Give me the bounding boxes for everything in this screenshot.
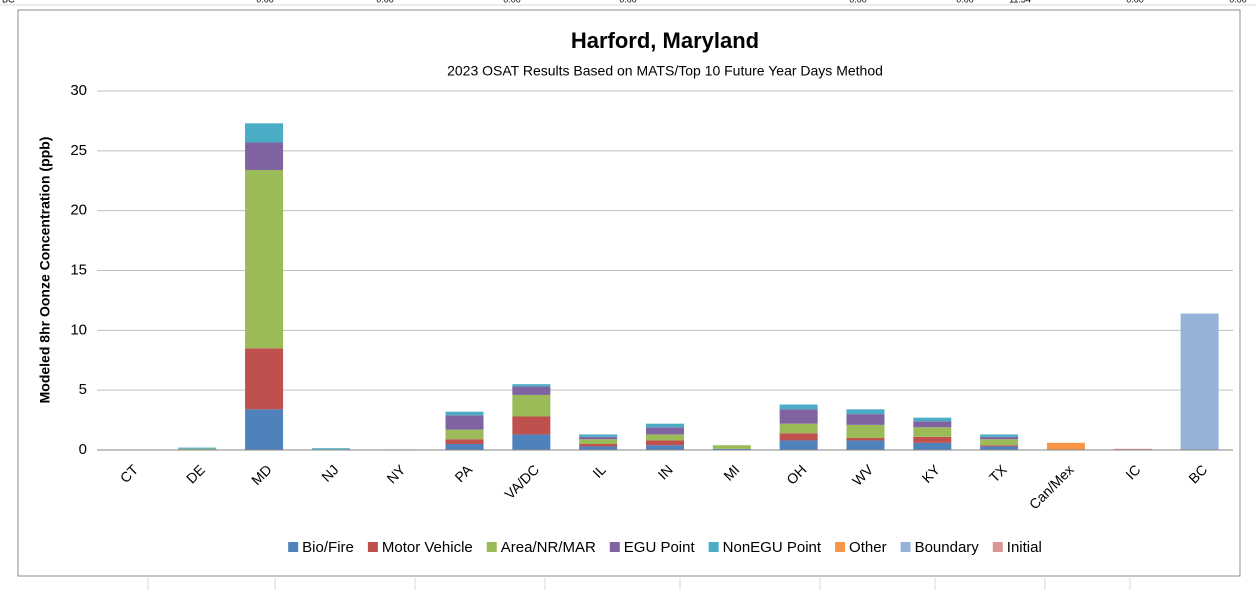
sheet-row: BC 0.00 0.00 0.00 0.00 0.00 0.00 11.34 0.00 0.00 (2, 0, 1247, 4)
bar-segment (445, 415, 484, 430)
sheet-cell: 0.00 (1126, 0, 1144, 4)
sheet-cell: 0.00 (376, 0, 394, 4)
chart-title: Harford, Maryland (571, 28, 759, 53)
legend-label: Boundary (915, 539, 980, 556)
bar-segment (980, 436, 1019, 440)
bar-segment (1046, 442, 1085, 450)
legend-swatch (486, 542, 497, 552)
bar-segment (646, 440, 684, 446)
bar-segment (512, 386, 551, 395)
bar-segment (245, 409, 284, 450)
y-tick-label: 0 (79, 441, 87, 458)
bar-segment (846, 424, 885, 439)
sheet-cell: 0.00 (503, 0, 521, 4)
bar-segment (311, 448, 350, 450)
legend-label: EGU Point (624, 539, 696, 556)
bar-segment (1113, 448, 1152, 450)
bar-segment (646, 434, 684, 441)
bar-segment (178, 448, 217, 450)
bar-segment (245, 348, 284, 410)
bar-segment (579, 439, 618, 445)
y-tick-label: 10 (70, 321, 87, 338)
y-tick-label: 20 (70, 202, 87, 219)
bar-segment (245, 169, 284, 349)
sheet-cell: 0.00 (1229, 0, 1247, 4)
bar-segment (445, 429, 484, 440)
bar-segment (846, 409, 885, 415)
bar-segment (579, 434, 618, 437)
sheet-cell: 0.00 (256, 0, 274, 4)
bar-segment (846, 440, 885, 450)
legend-swatch (609, 542, 620, 552)
bar-segment (1180, 313, 1219, 450)
bar-segment (579, 444, 618, 447)
legend-label: Initial (1007, 539, 1042, 556)
bar-segment (779, 409, 818, 424)
sheet-cell: 11.34 (1009, 0, 1031, 4)
bar-segment (980, 446, 1019, 450)
legend-swatch (367, 542, 378, 552)
sheet-cell: 0.00 (619, 0, 637, 4)
y-tick-label: 30 (70, 82, 87, 99)
legend-swatch (835, 542, 846, 552)
y-axis-label: Modeled 8hr Oonze Concentration (ppb) (37, 137, 53, 404)
bar-segment (980, 445, 1019, 447)
bar-segment (846, 414, 885, 425)
legend-label: NonEGU Point (723, 539, 822, 556)
bar-segment (712, 448, 751, 450)
legend: Bio/Fire Motor Vehicle Area/NR/MAR EGU Poin… (288, 539, 1042, 556)
sheet-cell: BC (2, 0, 15, 4)
bar-segment (980, 434, 1019, 437)
bar-segment (646, 423, 684, 428)
bar-segment (512, 394, 551, 417)
bar-segment (245, 142, 284, 170)
bar-segment (913, 442, 952, 450)
y-tick-label: 5 (79, 381, 87, 398)
bar-segment (913, 436, 952, 443)
legend-label: Motor Vehicle (382, 539, 473, 556)
bar-segment (846, 438, 885, 441)
y-tick-label: 15 (70, 261, 87, 278)
bar-segment (779, 440, 818, 450)
bar-segment (445, 411, 484, 416)
bar-segment (913, 417, 952, 422)
sheet-cell: 0.00 (956, 0, 974, 4)
y-tick-label: 25 (70, 142, 87, 159)
bar-segment (512, 416, 551, 435)
bar-segment (579, 436, 618, 440)
bar-segment (779, 433, 818, 441)
bar-segment (512, 434, 551, 450)
chart-subtitle: 2023 OSAT Results Based on MATS/Top 10 F… (447, 63, 883, 79)
legend-label: Area/NR/MAR (501, 539, 596, 556)
bar-segment (980, 439, 1019, 446)
bar-segment (445, 444, 484, 450)
chart-area (17, 9, 1241, 577)
legend-swatch (992, 542, 1003, 552)
bar-segment (779, 404, 818, 410)
bar-segment (646, 445, 684, 450)
bar-segment (779, 423, 818, 434)
bar-segment (646, 427, 684, 435)
sheet-cell: 0.00 (849, 0, 867, 4)
bar-segment (579, 446, 618, 450)
bar-segment (178, 447, 217, 449)
legend-label: Bio/Fire (302, 539, 354, 556)
legend-swatch (708, 542, 719, 552)
legend-swatch (288, 542, 299, 552)
bar-segment (913, 427, 952, 437)
bar-segment (913, 421, 952, 428)
legend-swatch (900, 542, 911, 552)
bar-segment (245, 123, 284, 143)
legend-label: Other (849, 539, 887, 556)
bar-segment (445, 439, 484, 445)
bar-segment (512, 384, 551, 387)
bar-segment (712, 445, 751, 449)
